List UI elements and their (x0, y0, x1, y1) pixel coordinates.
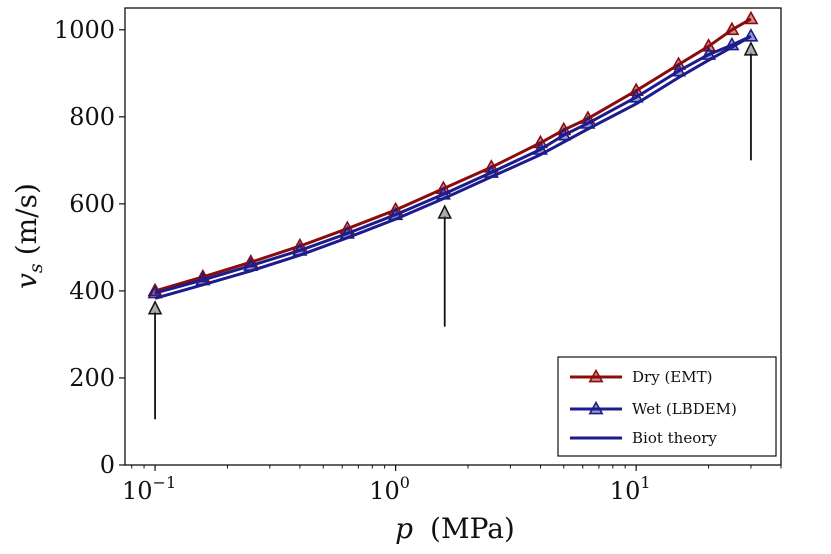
legend: Dry (EMT) Wet (LBDEM) Biot theory (557, 356, 777, 457)
arrow-annotation (437, 204, 452, 327)
legend-marker (588, 400, 604, 415)
data-point (483, 164, 499, 178)
data-point (292, 242, 308, 256)
y-axis-label-sub: s (25, 263, 47, 273)
arrow-head (147, 300, 163, 315)
data-point (195, 271, 211, 286)
arrow-annotation (147, 300, 163, 420)
arrow-head (743, 41, 759, 56)
data-point (388, 206, 404, 221)
legend-label: Biot theory (632, 429, 717, 447)
x-axis-label-unit: (MPa) (430, 512, 515, 545)
data-point (743, 28, 759, 42)
legend-label: Dry (EMT) (632, 368, 712, 386)
series-line (154, 34, 752, 300)
series-dry-emt (147, 10, 759, 297)
arrow-head (437, 204, 452, 219)
legend-item: Dry (EMT) (570, 368, 712, 386)
data-point (339, 225, 355, 239)
data-point (532, 141, 548, 155)
x-axis-label: p (MPa) (395, 512, 515, 545)
data-point (556, 126, 572, 141)
tick-layer: 0 200 400 600 800 1000 10−1 100 101 (54, 16, 782, 505)
series-wet-lbdem (147, 28, 759, 299)
data-point (724, 36, 740, 51)
y-axis-label-unit: (m/s) (10, 183, 43, 255)
data-point (724, 21, 740, 36)
series-line (154, 17, 752, 293)
series-line (154, 34, 752, 295)
plot-frame (124, 7, 782, 466)
y-tick-label: 400 (69, 277, 115, 305)
x-tick-label: 10−1 (122, 473, 176, 505)
data-point (701, 38, 717, 52)
y-tick-label: 800 (69, 103, 115, 131)
arrow-annotation (743, 41, 759, 161)
data-point (670, 62, 687, 77)
y-tick-label: 600 (69, 190, 115, 218)
annotation-layer (147, 41, 759, 420)
data-point (701, 46, 717, 60)
y-tick-label: 0 (100, 451, 115, 479)
y-tick-label: 1000 (54, 16, 115, 44)
data-point (435, 186, 451, 200)
y-axis-label: vs (m/s) (10, 183, 47, 289)
legend-item: Wet (LBDEM) (570, 400, 737, 418)
data-point (243, 257, 259, 272)
y-tick-label: 200 (69, 364, 115, 392)
legend-item: Biot theory (570, 429, 717, 447)
x-tick-label: 100 (369, 473, 410, 505)
data-point (743, 10, 759, 25)
legend-marker (588, 368, 604, 383)
data-point (628, 89, 644, 103)
legend-label: Wet (LBDEM) (632, 400, 737, 418)
x-tick-label: 101 (610, 473, 651, 505)
y-axis-label-var: v (10, 273, 43, 289)
data-point (580, 115, 596, 129)
x-axis-label-var: p (395, 512, 413, 545)
data-point (147, 284, 163, 299)
series-layer (147, 10, 759, 300)
series-biot-theory (154, 34, 752, 300)
